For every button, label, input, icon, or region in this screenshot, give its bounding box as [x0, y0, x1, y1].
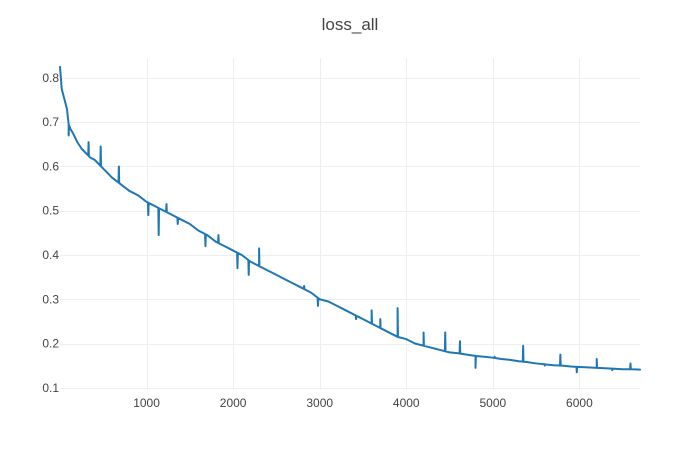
x-tick-label: 3000 — [306, 396, 333, 410]
y-tick-label: 0.6 — [42, 159, 59, 173]
y-tick-label: 0.1 — [42, 381, 59, 395]
y-tick-label: 0.4 — [42, 248, 59, 262]
y-tick-label: 0.5 — [42, 204, 59, 218]
grid — [60, 58, 640, 390]
x-tick-label: 6000 — [566, 396, 593, 410]
series-layer — [59, 65, 641, 374]
x-tick-label: 2000 — [220, 396, 247, 410]
chart-title: loss_all — [322, 15, 379, 34]
y-tick-label: 0.8 — [42, 71, 59, 85]
x-tick-label: 5000 — [479, 396, 506, 410]
y-tick-label: 0.2 — [42, 337, 59, 351]
y-axis-ticks: 0.1 0.2 0.3 0.4 0.5 0.6 0.7 0.8 — [42, 71, 59, 395]
series-line-1 — [59, 65, 641, 374]
y-tick-label: 0.7 — [42, 115, 59, 129]
x-tick-label: 4000 — [393, 396, 420, 410]
x-tick-label: 1000 — [133, 396, 160, 410]
y-tick-label: 0.3 — [42, 292, 59, 306]
x-axis-ticks: 1000 2000 3000 4000 5000 6000 — [133, 396, 593, 410]
